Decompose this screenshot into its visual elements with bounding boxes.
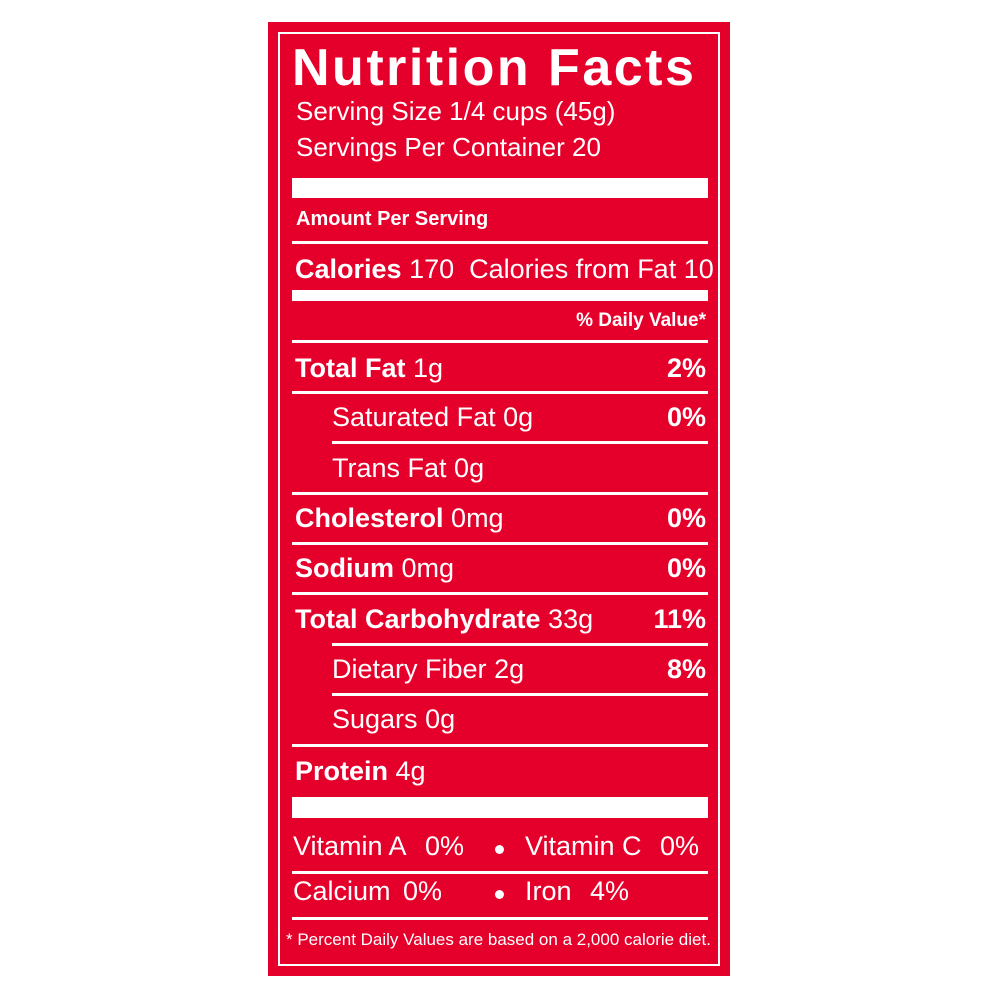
- amount-per-serving: Amount Per Serving: [296, 208, 489, 230]
- nutrient-amount: 0mg: [401, 552, 455, 583]
- bullet: [495, 890, 504, 899]
- nutrient-name: Total Carbohydrate: [295, 603, 541, 634]
- calories-row: Calories 170 Calories from Fat 10: [295, 254, 714, 285]
- nutrient-name: Sodium: [295, 552, 394, 583]
- nutrient-row: Cholesterol 0mg 0%: [295, 500, 706, 536]
- vitamin-value: 0%: [403, 876, 443, 906]
- footnote: * Percent Daily Values are based on a 2,…: [286, 930, 711, 949]
- serving-size: Serving Size 1/4 cups (45g): [296, 96, 616, 126]
- nutrient-amount: 0g: [454, 452, 485, 483]
- nutrient-name: Dietary Fiber: [332, 653, 487, 684]
- nutrient-dv: 0%: [666, 552, 706, 583]
- divider: [292, 492, 708, 495]
- nutrient-amount: 0mg: [451, 502, 504, 533]
- servings-per-container: Servings Per Container 20: [296, 132, 601, 162]
- divider: [332, 441, 708, 444]
- vitamin-name: Vitamin C: [525, 831, 642, 861]
- nutrient-amount: 4g: [395, 755, 426, 786]
- vitamin-value: 4%: [590, 876, 630, 906]
- divider: [292, 340, 708, 343]
- title: Nutrition Facts: [292, 39, 697, 97]
- divider: [292, 744, 708, 747]
- divider: [332, 643, 708, 646]
- nutrient-name: Trans Fat: [332, 452, 447, 483]
- divider: [292, 542, 708, 545]
- nutrient-dv: 0%: [666, 401, 706, 432]
- divider: [292, 391, 708, 394]
- nutrient-amount: 33g: [548, 603, 594, 634]
- nutrient-row: Protein 4g: [295, 753, 706, 789]
- vitamin-name: Vitamin A: [293, 831, 407, 861]
- nutrient-name: Cholesterol: [295, 502, 444, 533]
- vitamin-row: Vitamin A 0% Vitamin C 0%: [293, 831, 705, 867]
- vitamin-name: Calcium: [293, 876, 391, 906]
- nutrient-amount: 1g: [413, 352, 444, 383]
- nutrient-name: Total Fat: [295, 352, 406, 383]
- nutrient-dv: 11%: [653, 603, 706, 634]
- thick-bar: [292, 290, 708, 301]
- nutrient-row: Sugars 0g: [332, 701, 706, 737]
- nutrient-row: Sodium 0mg 0%: [295, 550, 706, 586]
- divider: [292, 917, 708, 920]
- nutrient-dv: 0%: [666, 502, 706, 533]
- nutrient-name: Saturated Fat: [332, 401, 496, 432]
- vitamin-value: 0%: [660, 831, 700, 861]
- nutrient-amount: 0g: [425, 703, 456, 734]
- divider: [292, 871, 708, 874]
- nutrient-amount: 0g: [503, 401, 534, 432]
- nutrient-name: Sugars: [332, 703, 418, 734]
- vitamin-row: Calcium 0% Iron 4%: [293, 876, 705, 912]
- daily-value-header: % Daily Value*: [576, 310, 706, 331]
- calories-label: Calories: [295, 254, 402, 284]
- vitamin-value: 0%: [425, 831, 465, 861]
- vitamin-name: Iron: [525, 876, 572, 906]
- bullet: [495, 845, 504, 854]
- nutrient-row: Dietary Fiber 2g 8%: [332, 651, 706, 687]
- divider: [292, 241, 708, 244]
- divider: [332, 693, 708, 696]
- nutrient-row: Total Fat 1g 2%: [295, 350, 706, 386]
- nutrient-row: Trans Fat 0g: [332, 450, 706, 486]
- divider: [292, 592, 708, 595]
- thick-bar: [292, 797, 708, 818]
- label-border: [278, 32, 720, 966]
- nutrient-amount: 2g: [494, 653, 525, 684]
- nutrient-row: Saturated Fat 0g 0%: [332, 399, 706, 435]
- calories-value: 170: [409, 254, 455, 284]
- nutrient-name: Protein: [295, 755, 389, 786]
- thick-bar: [292, 178, 708, 198]
- nutrient-dv: 2%: [666, 352, 706, 383]
- calories-from-fat: Calories from Fat 10: [469, 254, 714, 284]
- nutrient-dv: 8%: [666, 653, 706, 684]
- nutrient-row: Total Carbohydrate 33g 11%: [295, 601, 706, 637]
